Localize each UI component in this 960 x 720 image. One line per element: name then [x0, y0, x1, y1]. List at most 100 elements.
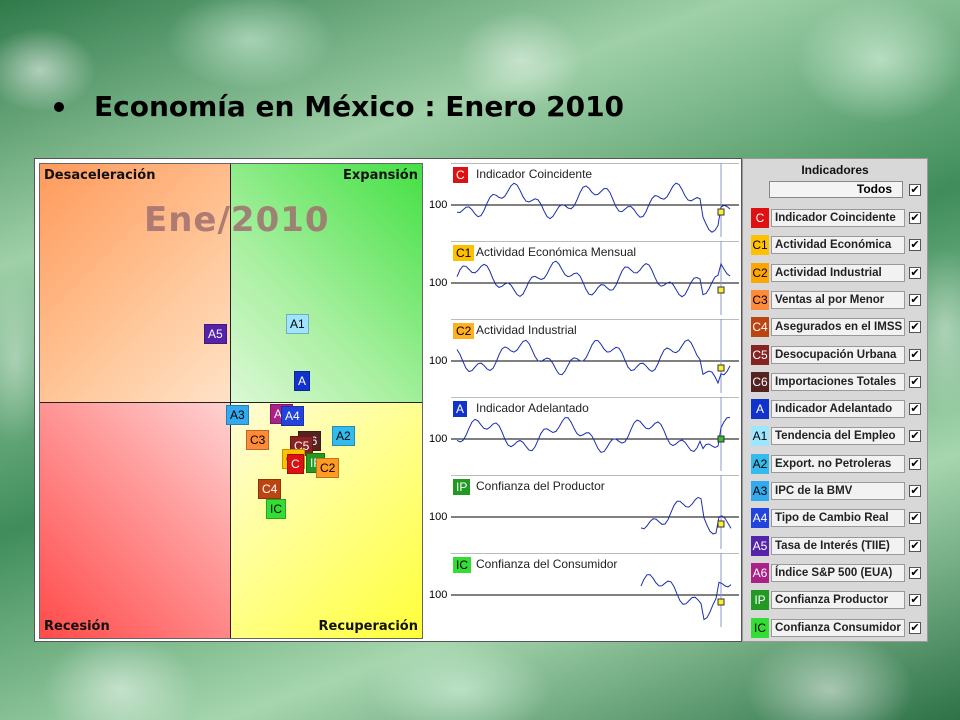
indicator-code: C3: [751, 289, 769, 310]
indicator-name[interactable]: Asegurados en el IMSS: [771, 318, 905, 337]
mini-chart-area: [451, 163, 739, 237]
indicator-code: C2: [751, 262, 769, 283]
indicator-checkbox[interactable]: ✔: [909, 485, 921, 497]
indicator-name[interactable]: Export. no Petroleras: [771, 454, 905, 473]
mini-chart-title: Actividad Industrial: [476, 323, 577, 337]
indicator-name[interactable]: Actividad Económica: [771, 236, 905, 255]
marker-c3[interactable]: C3: [246, 430, 270, 450]
indicator-row-a[interactable]: A Indicador Adelantado ✔: [751, 399, 923, 420]
marker-a3[interactable]: A3: [226, 405, 249, 425]
series-plot: [451, 475, 739, 549]
indicator-name[interactable]: Confianza Consumidor: [771, 618, 905, 637]
indicator-code: A6: [751, 562, 769, 583]
indicator-checkbox[interactable]: ✔: [909, 621, 921, 634]
indicator-checkbox[interactable]: ✔: [909, 457, 921, 470]
indicator-name[interactable]: Importaciones Totales: [771, 372, 905, 391]
indicator-checkbox[interactable]: ✔: [909, 403, 921, 416]
mini-chart-c: 100 C Indicador Coincidente: [429, 163, 739, 237]
indicator-name[interactable]: Desocupación Urbana: [771, 345, 905, 364]
mini-chart-ip: 100 IP Confianza del Productor: [429, 475, 739, 549]
marker-a2[interactable]: A2: [332, 426, 355, 446]
indicator-row-c1[interactable]: C1 Actividad Económica ✔: [751, 235, 923, 256]
label-desaceleracion: Desaceleración: [44, 168, 156, 183]
reference-value: 100: [429, 277, 448, 289]
select-all-button[interactable]: Todos: [769, 181, 903, 198]
marker-a1[interactable]: A1: [286, 314, 309, 334]
mini-chart-title: Indicador Adelantado: [476, 401, 589, 415]
series-line: [456, 260, 731, 298]
quadrant-recesion: [40, 402, 230, 638]
marker-c4[interactable]: C4: [258, 479, 282, 499]
mini-chart-title: Actividad Económica Mensual: [476, 245, 637, 259]
indicator-name[interactable]: Indicador Coincidente: [771, 209, 905, 227]
series-line: [456, 339, 731, 385]
vertical-axis: [230, 164, 231, 638]
indicator-checkbox[interactable]: ✔: [909, 348, 921, 361]
indicator-row-a6[interactable]: A6 Índice S&P 500 (EUA) ✔: [751, 562, 923, 583]
label-recesion: Recesión: [44, 619, 110, 634]
label-expansion: Expansión: [343, 168, 418, 183]
series-line: [456, 417, 731, 453]
indicator-row-ic[interactable]: IC Confianza Consumidor ✔: [751, 617, 923, 638]
indicator-row-a1[interactable]: A1 Tendencia del Empleo ✔: [751, 426, 923, 447]
select-all-checkbox[interactable]: ✔: [909, 184, 921, 196]
indicator-name[interactable]: Ventas al por Menor: [771, 290, 905, 309]
indicator-checkbox[interactable]: ✔: [909, 239, 921, 252]
indicator-row-a4[interactable]: A4 Tipo de Cambio Real ✔: [751, 508, 923, 529]
marker-c2[interactable]: C2: [316, 458, 340, 478]
indicator-code: C5: [751, 344, 769, 365]
bullet-icon: [54, 101, 64, 112]
indicator-code: A3: [751, 481, 769, 501]
indicator-checkbox[interactable]: ✔: [909, 212, 921, 224]
current-value-marker: [717, 208, 725, 216]
marker-a[interactable]: A: [294, 371, 311, 391]
current-value-marker: [717, 598, 725, 606]
indicator-name[interactable]: Indicador Adelantado: [771, 400, 905, 419]
mini-chart-ic: 100 IC Confianza del Consumidor: [429, 553, 739, 627]
series-line: [456, 182, 731, 233]
indicator-name[interactable]: IPC de la BMV: [771, 482, 905, 500]
current-value-marker: [717, 435, 725, 443]
indicator-row-ip[interactable]: IP Confianza Productor ✔: [751, 590, 923, 611]
indicator-checkbox[interactable]: ✔: [909, 375, 921, 388]
marker-c[interactable]: C: [287, 454, 304, 474]
indicator-code: A: [751, 399, 769, 420]
indicator-name[interactable]: Índice S&P 500 (EUA): [771, 563, 905, 582]
quadrant-desaceleracion: [40, 164, 230, 402]
indicator-code: C4: [751, 317, 769, 338]
indicator-name[interactable]: Tasa de Interés (TIIE): [771, 536, 905, 555]
indicator-row-a5[interactable]: A5 Tasa de Interés (TIIE) ✔: [751, 535, 923, 556]
indicator-row-c4[interactable]: C4 Asegurados en el IMSS ✔: [751, 317, 923, 338]
indicator-row-c2[interactable]: C2 Actividad Industrial ✔: [751, 262, 923, 283]
indicator-checkbox[interactable]: ✔: [909, 430, 921, 443]
indicator-row-a3[interactable]: A3 IPC de la BMV ✔: [751, 481, 923, 501]
indicator-name[interactable]: Tendencia del Empleo: [771, 427, 905, 446]
indicators-panel: Indicadores Todos ✔ C Indicador Coinciden…: [742, 158, 928, 642]
indicator-checkbox[interactable]: ✔: [909, 539, 921, 552]
indicator-checkbox[interactable]: ✔: [909, 512, 921, 525]
period-label: Ene/2010: [144, 200, 330, 240]
indicator-name[interactable]: Tipo de Cambio Real: [771, 509, 905, 528]
series-line: [640, 574, 732, 621]
mini-chart-code: C: [453, 167, 468, 183]
indicator-row-c3[interactable]: C3 Ventas al por Menor ✔: [751, 289, 923, 310]
indicator-row-a2[interactable]: A2 Export. no Petroleras ✔: [751, 453, 923, 474]
marker-a5[interactable]: A5: [204, 324, 227, 344]
reference-value: 100: [429, 511, 448, 523]
indicator-row-c6[interactable]: C6 Importaciones Totales ✔: [751, 371, 923, 392]
indicator-name[interactable]: Confianza Productor: [771, 591, 905, 610]
indicator-checkbox[interactable]: ✔: [909, 594, 921, 607]
marker-a4[interactable]: A4: [281, 406, 304, 426]
indicator-checkbox[interactable]: ✔: [909, 321, 921, 334]
indicator-checkbox[interactable]: ✔: [909, 566, 921, 579]
indicator-checkbox[interactable]: ✔: [909, 266, 921, 279]
marker-ic[interactable]: IC: [266, 499, 286, 519]
indicator-checkbox[interactable]: ✔: [909, 293, 921, 306]
indicator-row-c5[interactable]: C5 Desocupación Urbana ✔: [751, 344, 923, 365]
indicator-code: IC: [751, 617, 769, 638]
indicator-row-c[interactable]: C Indicador Coincidente ✔: [751, 208, 923, 228]
reference-value: 100: [429, 589, 448, 601]
mini-chart-c1: 100 C1 Actividad Económica Mensual: [429, 241, 739, 315]
indicator-name[interactable]: Actividad Industrial: [771, 263, 905, 282]
label-recuperacion: Recuperación: [318, 619, 418, 634]
